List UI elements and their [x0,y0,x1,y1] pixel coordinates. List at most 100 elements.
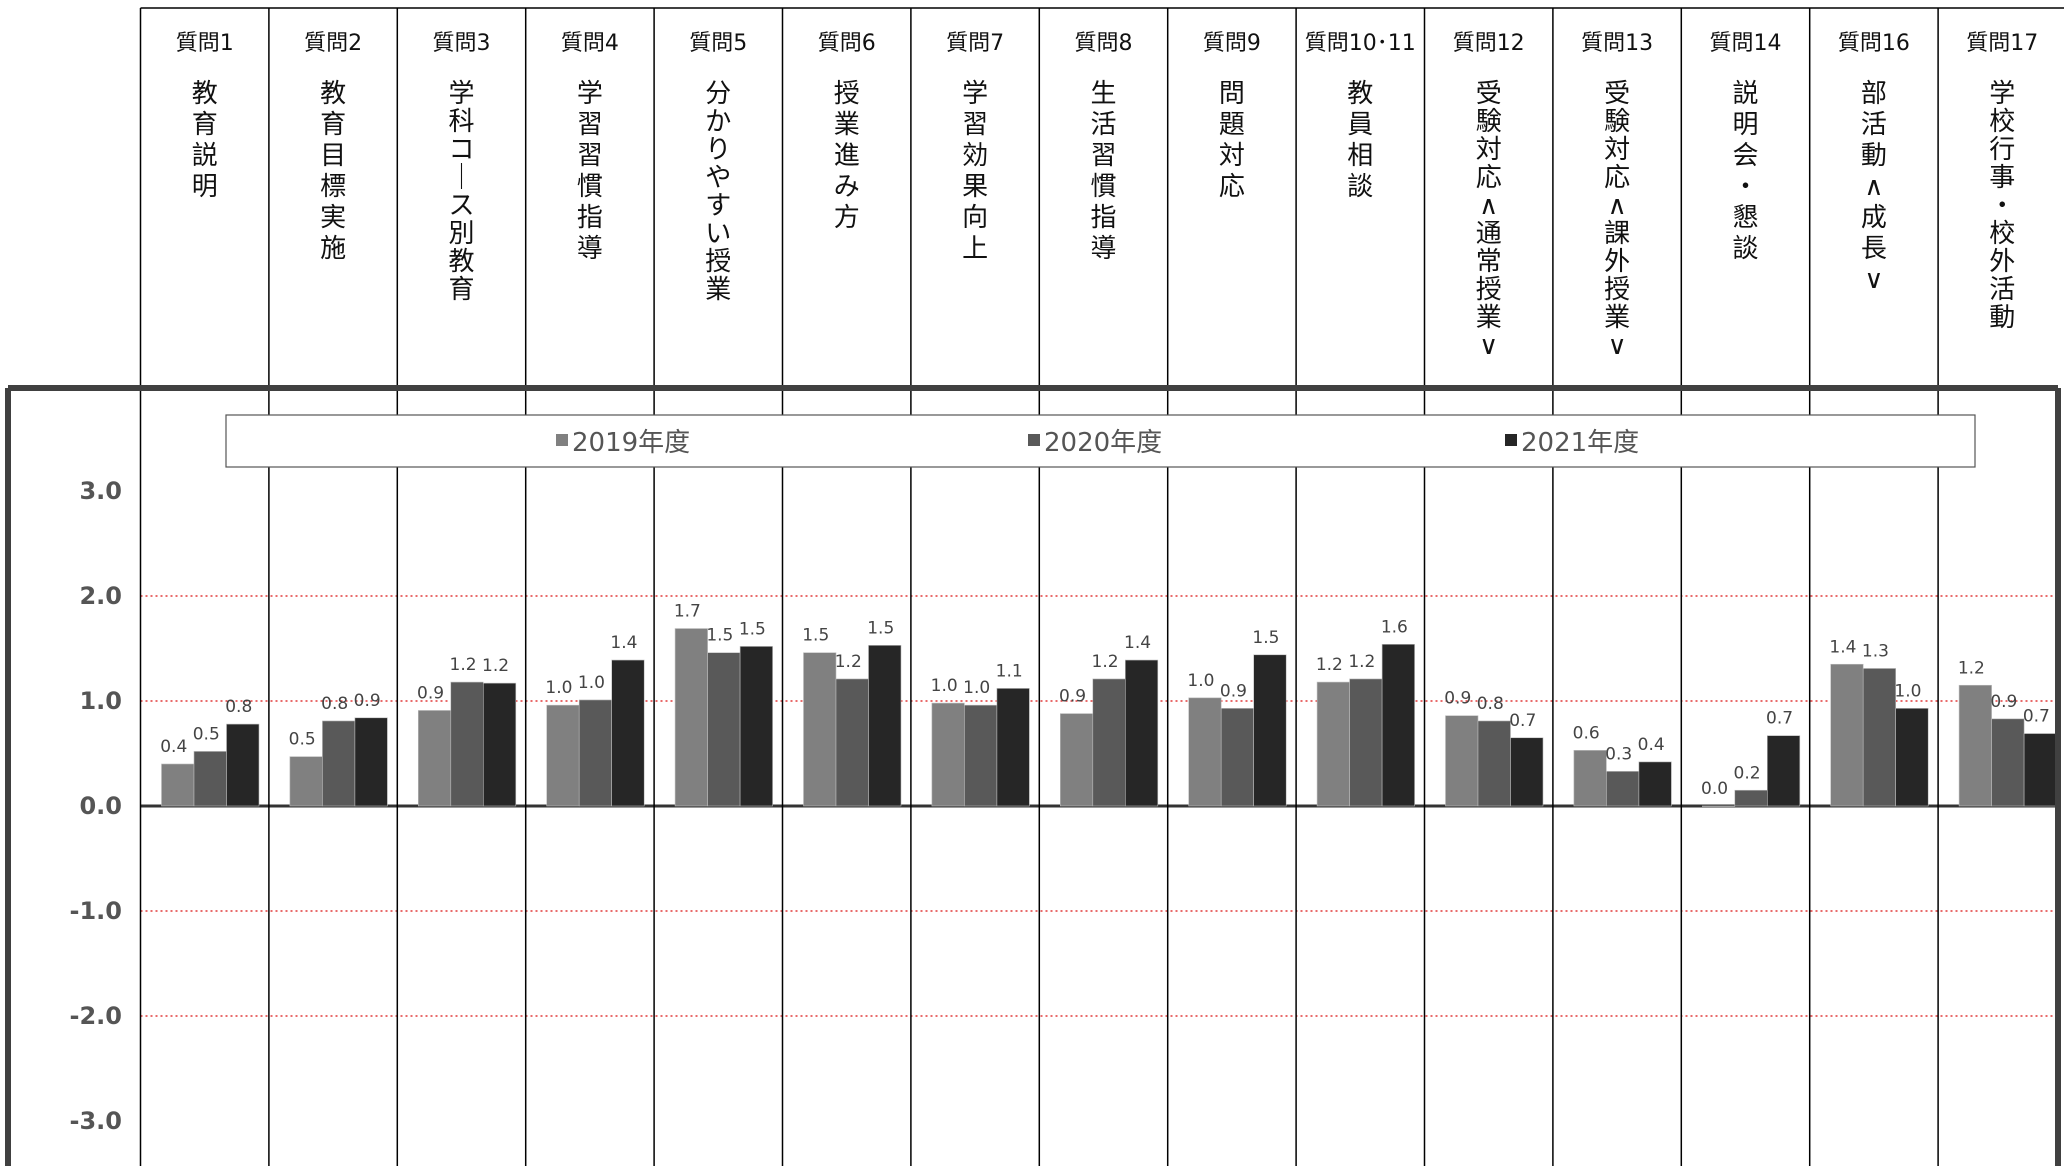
y-tick-label: 2.0 [79,582,122,610]
question-label: 教員相談 [1347,79,1373,202]
question-number: 質問3 [433,31,491,56]
data-label: 0.7 [1509,711,1536,731]
bar [193,751,227,807]
data-label: 0.4 [1638,735,1665,755]
bar [1477,720,1511,807]
data-label: 1.7 [674,602,701,622]
legend-box [225,414,1976,468]
legend-swatch [556,434,568,446]
data-label: 0.9 [1990,692,2017,712]
y-tick-label: -1.0 [70,897,122,925]
data-label: 0.9 [354,691,381,711]
bar [1734,789,1768,807]
legend-swatch [1505,434,1517,446]
bars [161,628,2057,807]
bar [739,646,773,807]
data-label: 1.2 [1348,652,1375,672]
bar [1125,659,1159,807]
data-label: 1.4 [1124,633,1151,653]
data-label: 1.5 [1252,628,1279,648]
bar [1573,750,1607,807]
data-label: 1.5 [706,626,733,646]
question-label: 問題対応 [1219,79,1245,202]
bar [1991,718,2025,807]
question-label: 学校行事・校外活動 [1989,79,2015,333]
data-label: 1.2 [450,655,477,675]
question-number: 質問14 [1710,31,1782,56]
bar [1092,678,1126,807]
data-label: 1.0 [545,678,572,698]
data-label: 1.2 [1316,655,1343,675]
question-label: 学習効果向上 [962,79,988,264]
data-label: 0.3 [1605,744,1632,764]
bar [226,723,260,807]
data-label: 0.5 [193,724,220,744]
legend-label: 2019年度 [572,428,690,458]
bar [611,659,645,807]
data-label: 0.8 [1477,694,1504,714]
bar [1060,713,1094,807]
bar [1349,678,1383,807]
column-dividers [139,8,1939,1166]
bar [1510,737,1544,807]
question-number: 質問2 [304,31,362,56]
question-number: 質問13 [1581,31,1653,56]
question-label: 授業進み方 [834,79,860,233]
data-label: 1.1 [996,661,1023,681]
data-label: 1.5 [739,619,766,639]
question-label: 学科コ｜ス別教育 [448,79,474,305]
bar [482,682,517,807]
legend-swatch [1028,434,1040,446]
bar [1767,735,1801,807]
question-label: 生活習慣指導 [1090,79,1116,264]
question-number: 質問1 [176,31,234,56]
bar [1895,708,1929,807]
question-number: 質問17 [1966,31,2038,56]
data-label: 0.8 [225,697,252,717]
data-label: 0.6 [1573,723,1600,743]
question-number: 質問7 [946,31,1004,56]
bar [322,720,356,807]
y-axis: 3.0 2.0 1.0 0.0 -1.0 -2.0 -3.0 [70,477,122,1135]
data-label: 0.7 [1766,709,1793,729]
data-label: 1.0 [963,678,990,698]
question-label: 受験対応∧課外授業∨ [1604,79,1630,361]
data-label: 0.9 [417,683,444,703]
data-label: 1.4 [610,633,637,653]
bar [996,688,1030,807]
bar [578,699,613,807]
y-tick-label: 1.0 [79,687,122,715]
question-label: 教育説明 [192,79,218,202]
y-tick-label: 0.0 [79,792,122,820]
data-label: 1.3 [1862,641,1889,661]
question-number: 質問5 [689,31,747,56]
legend-label: 2020年度 [1044,428,1162,458]
data-label: 1.5 [867,618,894,638]
bar [835,678,869,807]
data-label: 1.0 [1187,671,1214,691]
legend-label: 2021年度 [1521,428,1639,458]
question-label: 部活動∧成長∨ [1861,79,1887,295]
data-label: 1.0 [578,673,605,693]
bar [1381,643,1415,807]
data-label: 0.2 [1734,763,1761,783]
bar [1702,805,1736,807]
question-number: 質問9 [1203,31,1261,56]
bar [1958,684,1992,807]
question-number: 質問12 [1453,31,1525,56]
bar [546,704,580,807]
question-label: 分かりやすい授業 [705,79,731,305]
bar [450,681,484,807]
data-label: 0.5 [289,730,316,750]
data-label: 0.4 [160,737,187,757]
data-label: 0.9 [1059,687,1086,707]
plot-frame [5,385,2061,1166]
bar [2023,733,2057,807]
data-label: 1.0 [1894,681,1921,701]
bar [1253,654,1287,807]
y-tick-label: -2.0 [70,1002,122,1030]
data-label: 1.2 [835,652,862,672]
legend: 2019年度 2020年度 2021年度 [225,414,1976,468]
bar [1220,708,1254,807]
bar [289,756,323,807]
